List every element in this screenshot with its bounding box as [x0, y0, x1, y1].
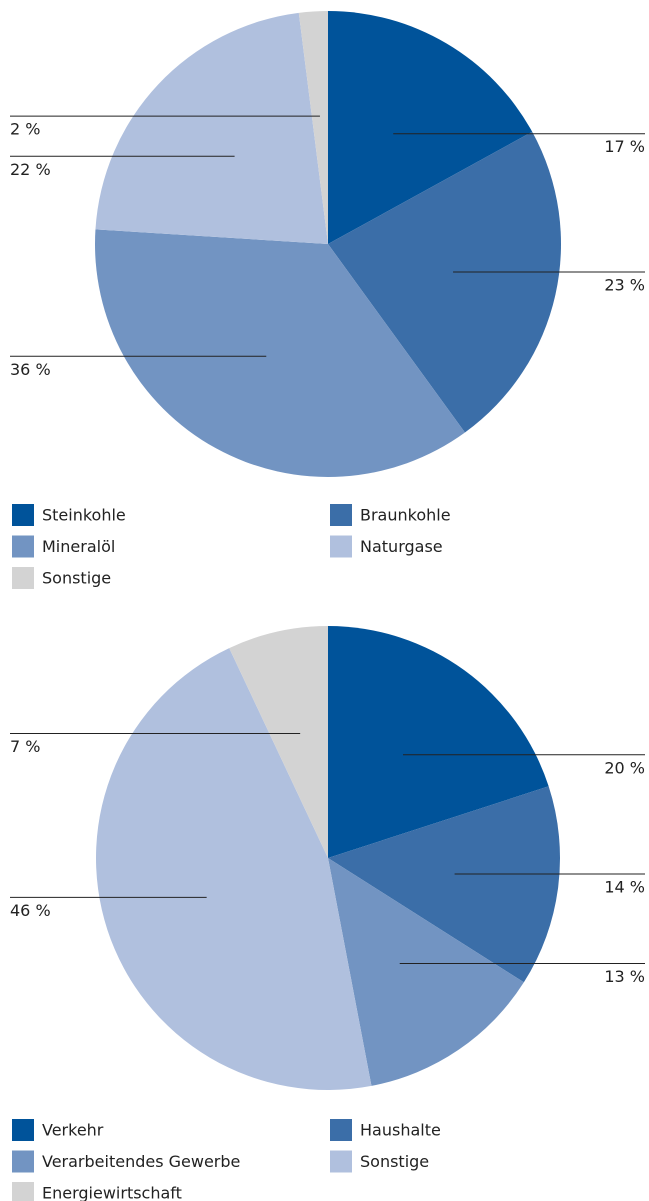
- pie-slice: [328, 626, 549, 858]
- legend-swatch: [12, 1182, 34, 1201]
- legend-label: Verarbeitendes Gewerbe: [42, 1152, 240, 1171]
- legend-label: Naturgase: [360, 537, 443, 556]
- legend-swatch: [330, 1150, 352, 1173]
- value-label: 36 %: [10, 360, 51, 379]
- legend-swatch: [330, 535, 352, 558]
- pie-slice: [298, 11, 328, 244]
- legend-label: Verkehr: [42, 1121, 104, 1140]
- legend-swatch: [12, 504, 34, 526]
- value-label: 14 %: [604, 877, 645, 896]
- legend-swatch: [330, 504, 352, 526]
- pie-slice: [328, 131, 561, 433]
- pie-slice: [328, 786, 561, 983]
- legend-label: Haushalte: [360, 1121, 441, 1140]
- legend-swatch: [12, 1150, 34, 1173]
- legend-label: Sonstige: [360, 1152, 429, 1171]
- value-label: 13 %: [604, 967, 645, 986]
- value-label: 7 %: [10, 737, 40, 756]
- pie-slice: [94, 229, 465, 477]
- pie-slice: [95, 12, 328, 244]
- value-label: 46 %: [10, 901, 51, 920]
- value-label: 23 %: [604, 275, 645, 294]
- legend-swatch: [12, 567, 34, 589]
- value-label: 22 %: [10, 160, 51, 179]
- legend-label: Mineralöl: [42, 537, 115, 556]
- value-label: 20 %: [604, 758, 645, 777]
- legend-label: Braunkohle: [360, 506, 451, 525]
- value-label: 2 %: [10, 120, 40, 139]
- legend-swatch: [330, 1119, 352, 1141]
- pie-slice: [229, 626, 328, 858]
- value-label: 17 %: [604, 137, 645, 156]
- legend-label: Steinkohle: [42, 506, 126, 525]
- pie-slice: [96, 648, 372, 1090]
- legend-swatch: [12, 535, 34, 558]
- legend-label: Energiewirtschaft: [42, 1184, 182, 1201]
- pie-slice: [328, 858, 524, 1086]
- legend-swatch: [12, 1119, 34, 1141]
- pie-slice: [328, 11, 533, 244]
- legend-label: Sonstige: [42, 569, 111, 588]
